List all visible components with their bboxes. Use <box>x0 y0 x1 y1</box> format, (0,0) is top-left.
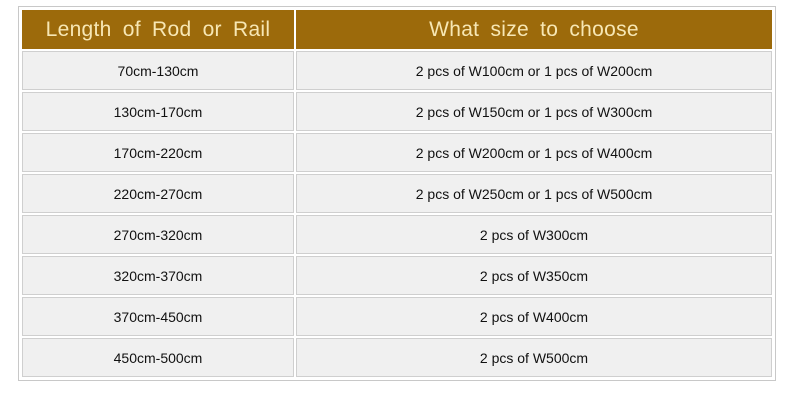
length-cell: 70cm-130cm <box>22 51 294 90</box>
table-row: 130cm-170cm 2 pcs of W150cm or 1 pcs of W… <box>22 92 772 131</box>
size-cell: 2 pcs of W100cm or 1 pcs of W200cm <box>296 51 772 90</box>
header-row: Length of Rod or Rail What size to choos… <box>22 10 772 49</box>
length-cell: 130cm-170cm <box>22 92 294 131</box>
table-row: 320cm-370cm 2 pcs of W350cm <box>22 256 772 295</box>
size-cell: 2 pcs of W350cm <box>296 256 772 295</box>
length-cell: 170cm-220cm <box>22 133 294 172</box>
size-cell: 2 pcs of W250cm or 1 pcs of W500cm <box>296 174 772 213</box>
header-size: What size to choose <box>296 10 772 49</box>
size-cell: 2 pcs of W500cm <box>296 338 772 377</box>
length-cell: 450cm-500cm <box>22 338 294 377</box>
length-cell: 320cm-370cm <box>22 256 294 295</box>
size-cell: 2 pcs of W150cm or 1 pcs of W300cm <box>296 92 772 131</box>
table-row: 270cm-320cm 2 pcs of W300cm <box>22 215 772 254</box>
table-row: 220cm-270cm 2 pcs of W250cm or 1 pcs of W… <box>22 174 772 213</box>
table-row: 170cm-220cm 2 pcs of W200cm or 1 pcs of W… <box>22 133 772 172</box>
table-row: 370cm-450cm 2 pcs of W400cm <box>22 297 772 336</box>
table-row: 70cm-130cm 2 pcs of W100cm or 1 pcs of W2… <box>22 51 772 90</box>
table-row: 450cm-500cm 2 pcs of W500cm <box>22 338 772 377</box>
length-cell: 270cm-320cm <box>22 215 294 254</box>
size-table: Length of Rod or Rail What size to choos… <box>18 6 776 381</box>
size-cell: 2 pcs of W400cm <box>296 297 772 336</box>
size-cell: 2 pcs of W300cm <box>296 215 772 254</box>
length-cell: 220cm-270cm <box>22 174 294 213</box>
length-cell: 370cm-450cm <box>22 297 294 336</box>
size-cell: 2 pcs of W200cm or 1 pcs of W400cm <box>296 133 772 172</box>
header-length: Length of Rod or Rail <box>22 10 294 49</box>
